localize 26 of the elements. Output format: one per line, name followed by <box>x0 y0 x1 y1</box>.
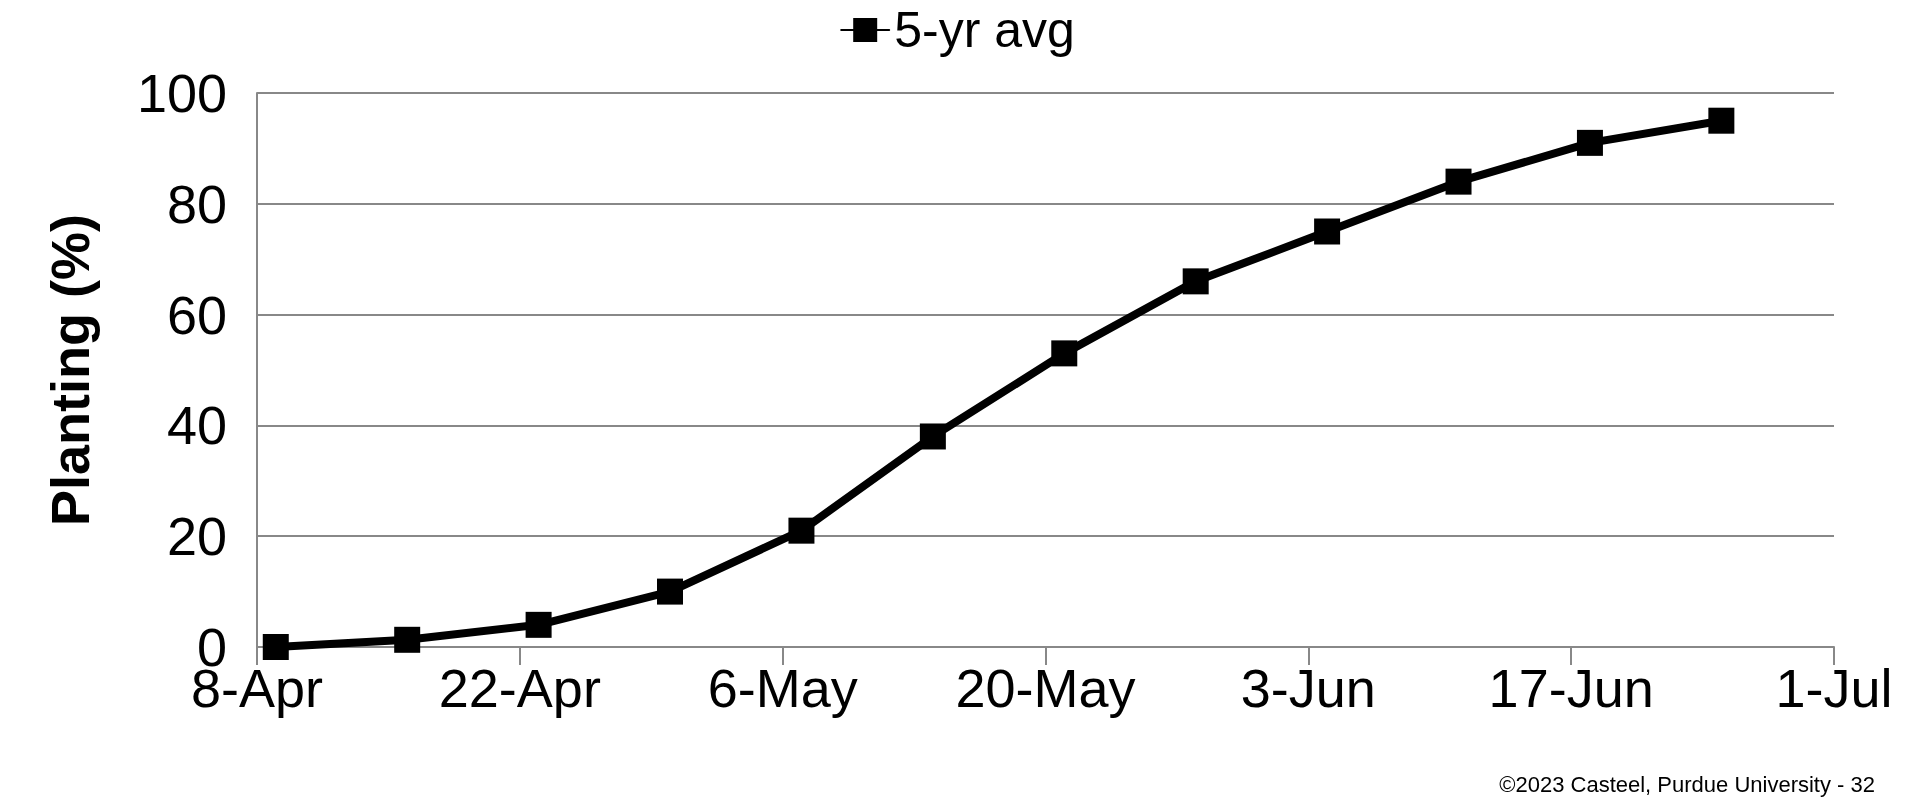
y-tick-label: 40 <box>166 395 227 456</box>
point <box>788 517 815 544</box>
point <box>1182 268 1209 295</box>
y-tick-label: 60 <box>166 284 227 345</box>
point <box>262 634 289 660</box>
point <box>1576 129 1603 156</box>
x-tick-label: 6-May <box>707 658 858 718</box>
point <box>525 611 552 638</box>
y-tick-label: 20 <box>166 506 227 567</box>
x-tick-label: 3-Jun <box>1240 658 1376 718</box>
x-tick-label: 20-May <box>955 658 1136 718</box>
point <box>1314 218 1341 245</box>
x-tick-label: 17-Jun <box>1488 658 1654 718</box>
point <box>919 423 946 450</box>
point <box>1708 107 1735 134</box>
point <box>1445 168 1472 195</box>
point <box>394 626 421 653</box>
x-tick-label: 1-Jul <box>1775 658 1893 718</box>
legend-label: 5-yr avg <box>894 2 1075 58</box>
text: ©2023 Casteel, Purdue University - 32 <box>1499 772 1875 798</box>
y-axis-title: Planting (%) <box>40 214 100 526</box>
x-tick-label: 22-Apr <box>438 658 601 718</box>
y-tick-label: 80 <box>166 173 227 234</box>
y-tick-label: 100 <box>136 63 227 123</box>
point <box>1051 340 1078 367</box>
point <box>657 578 684 605</box>
